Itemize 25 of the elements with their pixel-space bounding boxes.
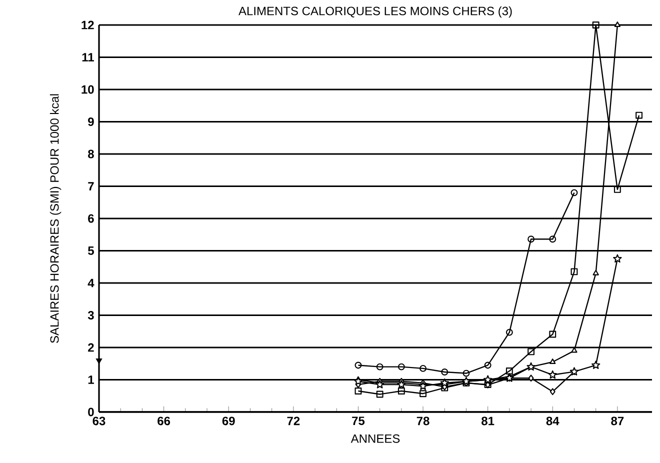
chart-title: ALIMENTS CALORIQUES LES MOINS CHERS (3)	[238, 6, 512, 18]
y-tick-label: 4	[88, 278, 94, 288]
x-tick-label: 72	[287, 416, 300, 426]
y-tick-label: 12	[82, 20, 94, 30]
y-tick-label: 10	[82, 85, 94, 94]
x-tick-label: 75	[352, 416, 365, 426]
y-tick-label: 11	[82, 53, 94, 62]
y-tick-label: 1	[88, 376, 94, 384]
y-axis-title: SALAIRES HORAIRES (SMI) POUR 1000 kcal	[50, 94, 62, 343]
y-tick-label: 2	[88, 343, 94, 352]
x-tick-label: 84	[546, 416, 560, 426]
y-tick-label: 3	[88, 310, 94, 320]
x-tick-label: 81	[482, 416, 494, 426]
y-tick-label: 6	[88, 214, 94, 223]
x-tick-label: 63	[92, 416, 106, 426]
x-tick-label: 66	[158, 416, 170, 426]
x-axis-title: ANNEES	[350, 434, 400, 443]
y-tick-label: 0	[88, 408, 94, 416]
y-tick-label: 8	[88, 150, 94, 158]
x-tick-label: 69	[222, 416, 235, 426]
x-tick-label: 78	[416, 416, 430, 426]
y-tick-label: 7	[88, 182, 94, 190]
y-tick-label: 9	[88, 117, 94, 126]
y-tick-label: 5	[88, 246, 94, 255]
x-tick-label: 87	[611, 416, 624, 426]
